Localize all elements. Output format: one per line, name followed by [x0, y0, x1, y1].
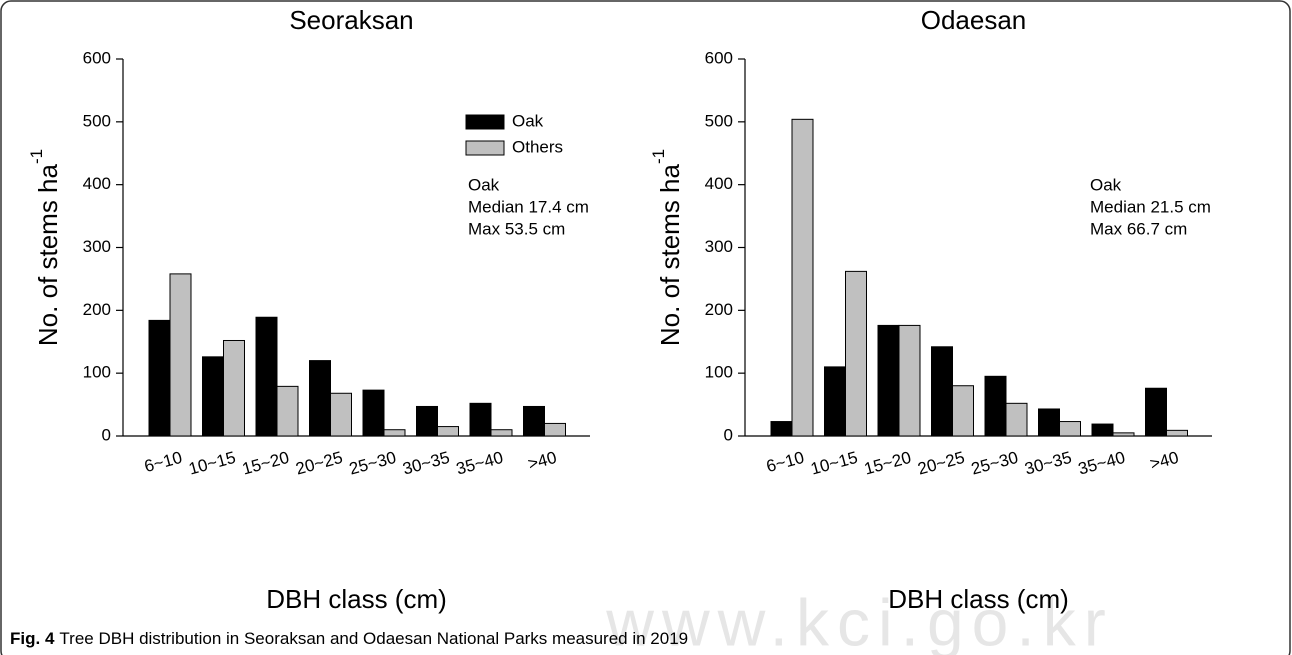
caption: Fig. 4 Tree DBH distribution in Seoraksan… [10, 629, 688, 648]
bar [1112, 432, 1135, 437]
y-tick-label: 100 [705, 363, 733, 382]
bar [148, 319, 171, 437]
bar [276, 385, 299, 437]
bar [416, 405, 438, 437]
y-tick-label: 0 [724, 425, 733, 444]
bar [330, 392, 352, 437]
bar [383, 429, 406, 437]
bar [791, 118, 814, 437]
annotation: Oak [468, 175, 500, 194]
x-tick-label: 30~35 [401, 448, 452, 479]
bar [544, 422, 566, 437]
bar [931, 346, 953, 437]
legend-swatch [465, 140, 505, 156]
bar [1091, 423, 1114, 437]
x-tick-label: 20~25 [294, 448, 345, 479]
y-axis-title: No. of stems ha-1 [27, 149, 62, 346]
y-tick-label: 500 [83, 111, 111, 130]
legend-swatch [465, 114, 505, 130]
y-axis-title: No. of stems ha-1 [649, 149, 684, 346]
bar [984, 375, 1007, 437]
bar [437, 426, 459, 437]
bar [1005, 402, 1028, 437]
annotation: Median 21.5 cm [1090, 197, 1211, 216]
x-tick-label: 35~40 [454, 448, 505, 479]
bar [898, 324, 921, 437]
y-tick-label: 0 [102, 425, 111, 444]
chart-title: Odaesan [921, 5, 1027, 35]
x-tick-label: 10~15 [187, 448, 238, 479]
y-tick-label: 400 [705, 174, 733, 193]
annotation: Max 53.5 cm [468, 219, 565, 238]
bar [169, 273, 192, 437]
x-axis-title: DBH class (cm) [266, 584, 447, 614]
y-axis-title-sup: -1 [649, 149, 668, 164]
bar [490, 429, 513, 437]
x-tick-label: 6~10 [142, 448, 184, 476]
x-axis-title: DBH class (cm) [888, 584, 1069, 614]
y-tick-label: 200 [83, 300, 111, 319]
legend-label: Others [512, 137, 563, 156]
bar [952, 385, 974, 437]
x-tick-label: >40 [526, 448, 559, 474]
bar [523, 405, 545, 437]
bar [1166, 429, 1188, 437]
annotation: Oak [1090, 175, 1122, 194]
y-tick-label: 300 [705, 237, 733, 256]
bar [469, 402, 492, 437]
bar [223, 339, 245, 437]
caption-text: Tree DBH distribution in Seoraksan and O… [59, 629, 688, 648]
y-tick-label: 500 [705, 111, 733, 130]
y-tick-label: 600 [705, 48, 733, 67]
bar [770, 421, 793, 437]
y-tick-label: 300 [83, 237, 111, 256]
watermark: www.kci.go.kr [605, 585, 1113, 655]
x-tick-label: >40 [1148, 448, 1181, 474]
y-axis-title-sup: -1 [27, 149, 46, 164]
bar [255, 316, 278, 437]
x-tick-label: 15~20 [240, 448, 291, 479]
y-tick-label: 200 [705, 300, 733, 319]
chart-title: Seoraksan [289, 5, 413, 35]
caption-label: Fig. 4 [10, 629, 55, 648]
bar [824, 366, 846, 437]
x-tick-label: 25~30 [347, 448, 398, 479]
annotation: Median 17.4 cm [468, 197, 589, 216]
x-tick-label: 20~25 [916, 448, 967, 479]
bar [202, 356, 224, 437]
y-tick-label: 600 [83, 48, 111, 67]
x-tick-label: 10~15 [809, 448, 860, 479]
x-tick-label: 6~10 [764, 448, 806, 476]
x-tick-label: 35~40 [1076, 448, 1127, 479]
bar [1038, 408, 1060, 437]
bar [845, 270, 867, 437]
y-axis-title-text: No. of stems ha [33, 163, 63, 346]
y-tick-label: 100 [83, 363, 111, 382]
x-tick-label: 15~20 [862, 448, 913, 479]
x-tick-label: 30~35 [1023, 448, 1074, 479]
annotation: Max 66.7 cm [1090, 219, 1187, 238]
legend-label: Oak [512, 111, 544, 130]
bar [877, 324, 900, 437]
bar [1145, 387, 1167, 437]
y-tick-label: 400 [83, 174, 111, 193]
bar [309, 360, 331, 437]
bar [362, 389, 385, 437]
x-tick-label: 25~30 [969, 448, 1020, 479]
bar [1059, 421, 1081, 437]
y-axis-title-text: No. of stems ha [655, 163, 685, 346]
